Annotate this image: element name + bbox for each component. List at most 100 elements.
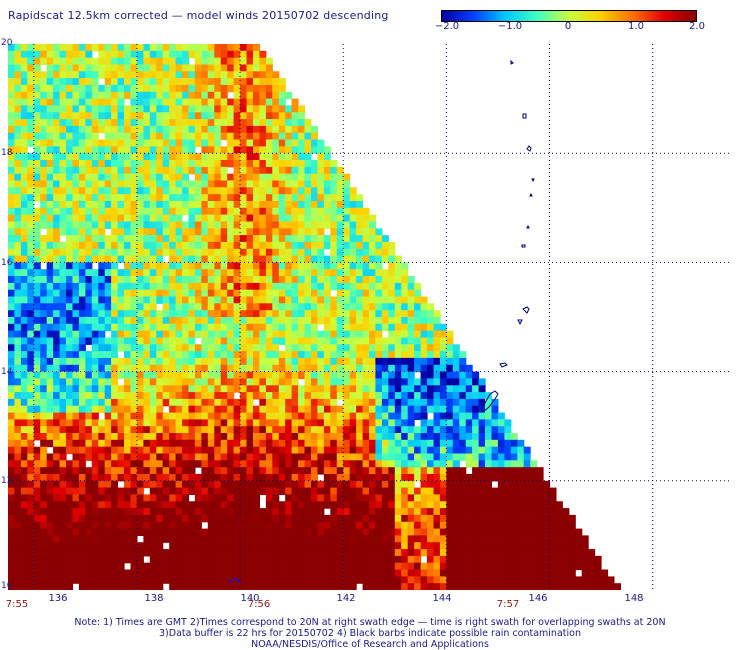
wind-cell: [20, 180, 28, 188]
wind-cell: [72, 84, 80, 93]
wind-cell: [201, 487, 209, 495]
wind-cell: [388, 282, 396, 291]
wind-cell: [246, 282, 254, 291]
wind-cell: [536, 487, 544, 495]
wind-cell: [40, 439, 48, 448]
wind-cell: [433, 385, 441, 393]
wind-cell: [162, 228, 170, 236]
wind-cell: [414, 514, 422, 523]
wind-cell: [20, 221, 28, 229]
wind-cell: [66, 187, 73, 195]
wind-cell: [188, 344, 196, 352]
wind-cell: [182, 405, 190, 414]
wind-cell: [433, 542, 441, 550]
wind-cell: [272, 248, 280, 257]
wind-cell: [253, 494, 260, 502]
wind-cell: [323, 405, 331, 414]
wind-cell: [59, 392, 67, 400]
wind-cell: [446, 419, 454, 427]
wind-cell: [420, 535, 428, 543]
wind-cell: [510, 501, 518, 509]
wind-cell: [130, 385, 138, 393]
wind-cell: [78, 180, 86, 188]
wind-cell: [220, 446, 228, 455]
wind-cell: [117, 50, 125, 59]
wind-cell: [33, 419, 41, 427]
wind-cell: [175, 378, 183, 386]
wind-cell: [298, 439, 306, 448]
wind-cell: [311, 180, 318, 188]
wind-cell: [420, 296, 428, 304]
wind-cell: [362, 480, 370, 489]
wind-cell: [156, 426, 164, 434]
wind-cell: [304, 194, 312, 202]
wind-cell: [59, 64, 67, 72]
wind-cell: [162, 44, 170, 52]
wind-cell: [162, 378, 170, 386]
wind-cell: [130, 289, 138, 298]
wind-cell: [298, 405, 306, 414]
wind-cell: [317, 562, 325, 571]
wind-cell: [536, 514, 544, 523]
wind-cell: [72, 317, 80, 325]
wind-cell: [253, 98, 260, 106]
wind-cell: [317, 241, 325, 250]
wind-cell: [214, 207, 222, 216]
wind-cell: [485, 562, 492, 571]
wind-cell: [207, 146, 215, 154]
wind-cell: [349, 494, 357, 502]
wind-cell: [188, 514, 196, 523]
wind-cell: [517, 453, 525, 461]
wind-cell: [349, 514, 357, 523]
wind-cell: [240, 474, 248, 482]
wind-cell: [149, 405, 157, 414]
wind-cell: [304, 166, 312, 175]
wind-cell: [246, 419, 254, 427]
wind-cell: [78, 139, 86, 147]
wind-cell: [317, 405, 325, 414]
wind-cell: [117, 207, 125, 216]
wind-cell: [323, 528, 331, 536]
wind-cell: [375, 562, 383, 571]
wind-cell: [253, 105, 260, 113]
wind-cell: [14, 364, 22, 373]
wind-cell: [285, 276, 293, 284]
wind-cell: [175, 330, 183, 339]
wind-cell: [446, 521, 454, 530]
wind-cell: [46, 269, 54, 277]
wind-cell: [285, 371, 293, 379]
wind-cell: [227, 289, 235, 298]
wind-cell: [20, 364, 28, 373]
wind-cell: [259, 119, 267, 127]
wind-cell: [278, 555, 286, 564]
wind-cell: [85, 535, 93, 543]
wind-cell: [156, 105, 164, 113]
wind-cell: [46, 303, 54, 311]
wind-cell: [381, 282, 389, 291]
wind-cell: [66, 98, 73, 106]
wind-cell: [446, 398, 454, 407]
wind-cell: [278, 528, 286, 536]
wind-cell: [117, 221, 125, 229]
wind-cell: [227, 125, 235, 134]
wind-cell: [233, 119, 241, 127]
wind-cell: [291, 378, 299, 386]
wind-cell: [136, 139, 144, 147]
wind-cell: [85, 160, 93, 168]
wind-cell: [136, 180, 144, 188]
wind-cell: [188, 153, 196, 161]
wind-cell: [304, 480, 312, 489]
wind-cell: [46, 549, 54, 557]
wind-cell: [40, 296, 48, 304]
wind-cell: [72, 248, 80, 257]
wind-cell: [46, 555, 54, 564]
wind-cell: [8, 542, 15, 550]
wind-cell: [46, 412, 54, 420]
wind-cell: [278, 214, 286, 222]
wind-cell: [336, 337, 344, 345]
wind-cell: [182, 385, 190, 393]
wind-cell: [136, 460, 144, 468]
wind-cell: [33, 71, 41, 79]
wind-cell: [66, 146, 73, 154]
wind-cell: [369, 480, 376, 489]
